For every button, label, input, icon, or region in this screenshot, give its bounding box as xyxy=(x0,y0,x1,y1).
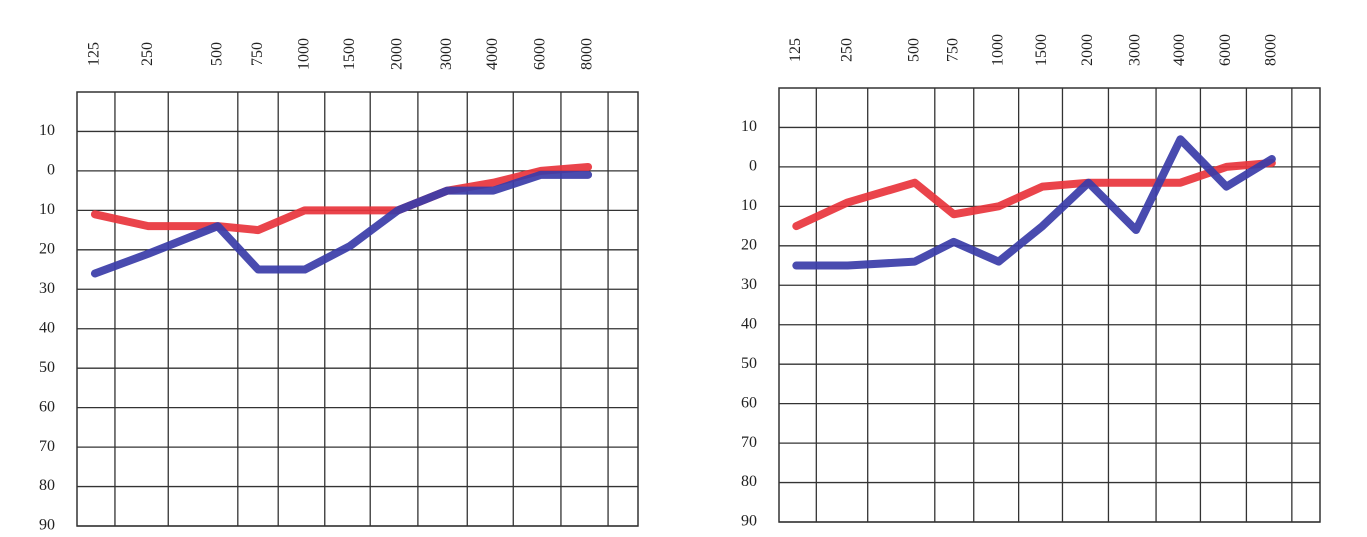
x-tick-label: 4000 xyxy=(1171,34,1188,66)
y-tick-label: 30 xyxy=(39,280,55,297)
x-tick-label: 2000 xyxy=(1079,34,1096,66)
y-tick-label: 30 xyxy=(741,276,757,293)
x-tick-label: 6000 xyxy=(1217,34,1234,66)
x-tick-label: 1000 xyxy=(989,34,1006,66)
x-tick-label: 3000 xyxy=(1127,34,1144,66)
y-tick-label: 50 xyxy=(741,355,757,372)
x-tick-label: 2000 xyxy=(389,38,406,70)
y-tick-label: 80 xyxy=(741,473,757,490)
x-tick-label: 1000 xyxy=(295,38,312,70)
x-tick-label: 250 xyxy=(139,42,156,66)
plot-frame xyxy=(76,91,639,527)
hearing-line xyxy=(792,158,1276,231)
x-tick-label: 8000 xyxy=(1263,34,1280,66)
x-tick-label: 8000 xyxy=(579,38,596,70)
x-tick-label: 750 xyxy=(944,38,961,62)
y-tick-label: 80 xyxy=(39,477,55,494)
x-tick-label: 750 xyxy=(249,42,266,66)
x-tick-label: 1500 xyxy=(341,38,358,70)
y-tick-label: 60 xyxy=(39,398,55,415)
y-tick-label: 10 xyxy=(39,201,55,218)
x-tick-label: 125 xyxy=(787,38,804,62)
y-tick-label: 90 xyxy=(741,513,757,530)
y-tick-label: 0 xyxy=(47,162,55,179)
y-tick-label: 70 xyxy=(39,438,55,455)
y-tick-label: 40 xyxy=(741,315,757,332)
y-tick-label: 40 xyxy=(39,319,55,336)
x-tick-label: 125 xyxy=(86,42,103,66)
x-tick-label: 4000 xyxy=(484,38,501,70)
x-tick-label: 500 xyxy=(208,42,225,66)
hearing-line xyxy=(792,135,1276,270)
y-tick-label: 20 xyxy=(39,240,55,257)
y-tick-label: 10 xyxy=(39,122,55,139)
y-tick-label: 60 xyxy=(741,394,757,411)
y-tick-label: 10 xyxy=(741,118,757,135)
y-tick-label: 70 xyxy=(741,434,757,451)
y-tick-label: 20 xyxy=(741,236,757,253)
x-tick-label: 3000 xyxy=(438,38,455,70)
y-tick-label: 0 xyxy=(749,158,757,175)
y-tick-label: 50 xyxy=(39,359,55,376)
plot-frame xyxy=(778,87,1321,523)
y-tick-label: 90 xyxy=(39,517,55,534)
x-tick-label: 500 xyxy=(905,38,922,62)
hearing-line xyxy=(90,162,593,235)
hearing-line xyxy=(90,170,593,278)
x-tick-label: 250 xyxy=(838,38,855,62)
x-tick-label: 6000 xyxy=(532,38,549,70)
x-tick-label: 1500 xyxy=(1033,34,1050,66)
y-tick-label: 10 xyxy=(741,197,757,214)
